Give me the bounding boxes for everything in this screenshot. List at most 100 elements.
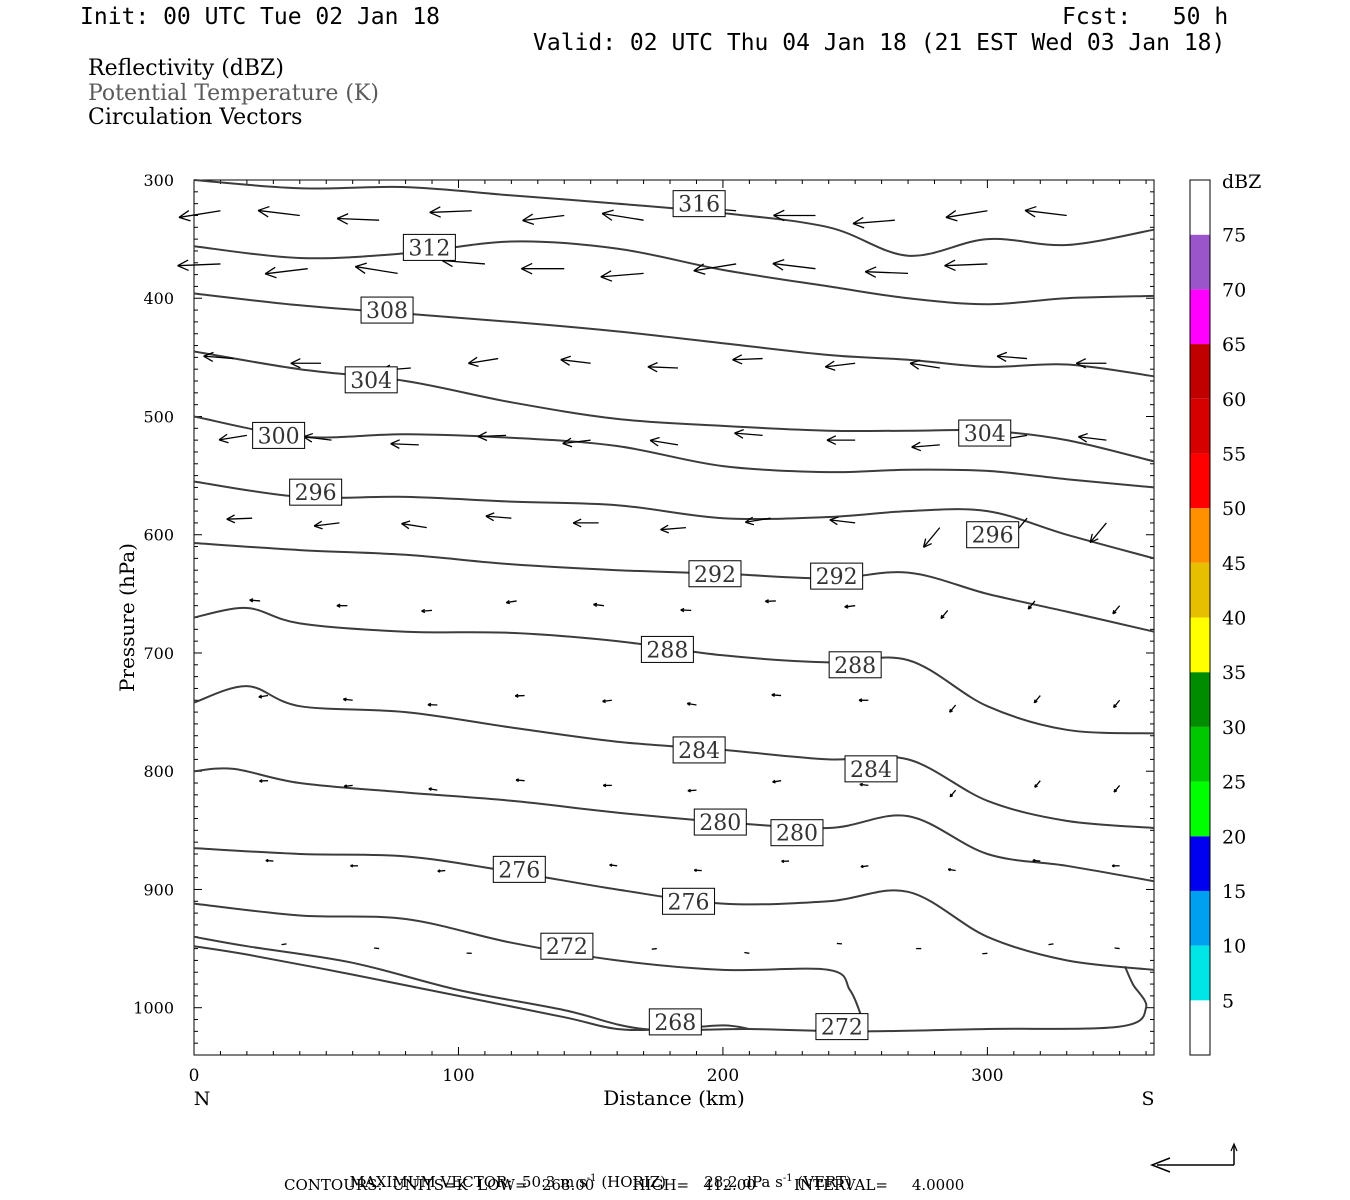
circulation-vector [772, 779, 782, 784]
contour-label: 288 [646, 638, 688, 663]
circulation-vector [651, 947, 657, 950]
axis-labels: 0 100 200 300 300 400 500 600 700 800 900 1000 N S Dis… [115, 171, 1155, 1110]
vert-text: (VERT) [797, 1173, 852, 1191]
colorbar-label: 75 [1222, 225, 1246, 247]
circulation-vector [249, 598, 261, 603]
horiz-text: (HORIZ) [601, 1173, 667, 1191]
colorbar-segment [1190, 344, 1210, 399]
circulation-vector [771, 693, 782, 698]
field-reflectivity: Reflectivity (dBZ) [88, 56, 284, 81]
circulation-vector [693, 868, 702, 873]
isentrope-296 [193, 480, 1155, 560]
isentrope-272 [193, 902, 862, 1014]
circulation-vector [744, 951, 750, 954]
contour-label-box [540, 932, 594, 960]
colorbar-label: 40 [1222, 608, 1246, 630]
circulation-vector [257, 205, 300, 218]
reference-vector-icon [1149, 1142, 1238, 1173]
contour-label-box [672, 190, 726, 218]
circulation-vector [593, 602, 604, 607]
circulation-vector [429, 206, 472, 218]
y-tick-label: 1000 [133, 999, 174, 1018]
circulation-vector [258, 694, 269, 699]
contour-label-box [252, 421, 306, 449]
colorbar-label: 25 [1222, 772, 1246, 794]
circulation-vector [1111, 864, 1120, 868]
contour-label: 280 [699, 811, 741, 836]
contour-label-box [344, 366, 398, 394]
circulation-vector [281, 943, 287, 946]
init-time: Init: 00 UTC Tue 02 Jan 18 [80, 4, 441, 30]
circulation-vector [343, 784, 353, 789]
circulation-vector [864, 266, 909, 278]
circulation-vector [773, 209, 816, 222]
colorbar-label: 50 [1222, 498, 1246, 520]
contour-label-box [958, 419, 1012, 447]
contour-label: 292 [816, 565, 858, 590]
x-tick-label: 300 [971, 1066, 1003, 1086]
footer-contours: CONTOURS: UNITS=K LOW= 268.00 HIGH= 412.… [284, 1176, 965, 1194]
contour-label: 280 [776, 822, 818, 847]
contour-label: 288 [834, 654, 876, 679]
circulation-vector [264, 266, 308, 279]
y-tick-label: 700 [143, 644, 174, 663]
circulation-vector [949, 789, 957, 798]
circulation-vector [680, 607, 692, 613]
y-tick-label: 800 [143, 762, 174, 781]
circulation-vector [336, 213, 380, 225]
circulation-vector [1113, 784, 1121, 793]
circulation-vector [687, 788, 697, 793]
circulation-vector [1078, 432, 1107, 443]
isentrope-280 [193, 767, 1155, 883]
colorbar-segment [1190, 398, 1210, 454]
circulation-vector [860, 864, 869, 869]
colorbar-label: 55 [1222, 443, 1246, 465]
contour-label-box [966, 521, 1020, 549]
contour-label: 292 [694, 563, 736, 588]
circulation-vector [226, 514, 253, 524]
contour-label-box [648, 1008, 702, 1036]
contour-label: 284 [678, 739, 720, 764]
circulation-vector [602, 699, 612, 704]
field-potential-temperature: Potential Temperature (K) [88, 81, 379, 106]
circulation-vector [343, 697, 353, 702]
circulation-vector [515, 778, 525, 783]
colorbar-segment [1190, 453, 1210, 509]
contour-label: 272 [546, 935, 588, 960]
isentrope-300 [193, 415, 1155, 489]
circulation-vector [909, 359, 940, 370]
circulation-vector [922, 527, 941, 548]
footer-max-vector: MAXIMUM VECTOR: 50.3 m s-1 (HORIZ) 28.2 … [349, 1173, 852, 1191]
circulation-vector [1113, 699, 1121, 709]
colorbar-segment [1190, 781, 1210, 837]
colorbar-frame [1189, 179, 1211, 1056]
circulation-vector [477, 431, 507, 442]
y-tick-label: 300 [143, 171, 174, 190]
circulation-vector [609, 863, 618, 867]
circulation-vector [1089, 522, 1107, 544]
circulation-vector [203, 351, 234, 363]
contour-label: 272 [821, 1016, 863, 1041]
plot-frame [193, 179, 1155, 1056]
colorbar-segment [1190, 945, 1210, 1001]
contour-label: 284 [850, 758, 892, 783]
contour-label-box [402, 233, 456, 261]
isentrope-308 [193, 292, 1155, 378]
colorbar-label: 70 [1222, 279, 1246, 301]
colorbar-segment [1190, 234, 1210, 290]
circulation-vector [649, 436, 679, 447]
max-vector-text: MAXIMUM VECTOR: 50.3 m s [349, 1173, 587, 1191]
isentrope-288 [193, 606, 1155, 735]
circulation-vector [844, 604, 856, 609]
colorbar-segment [1190, 836, 1210, 891]
circulation-vector [522, 213, 565, 226]
circulation-vector [600, 270, 644, 282]
circulation-vector [602, 783, 612, 788]
colorbar-segment [1190, 726, 1210, 782]
x-tick-label: 0 [189, 1066, 200, 1086]
circulation-vector [350, 864, 358, 868]
circulation-vector [1048, 943, 1054, 946]
isentrope-312 [193, 240, 1155, 306]
colorbar-segment [1190, 508, 1210, 563]
circulation-vector [647, 362, 678, 373]
